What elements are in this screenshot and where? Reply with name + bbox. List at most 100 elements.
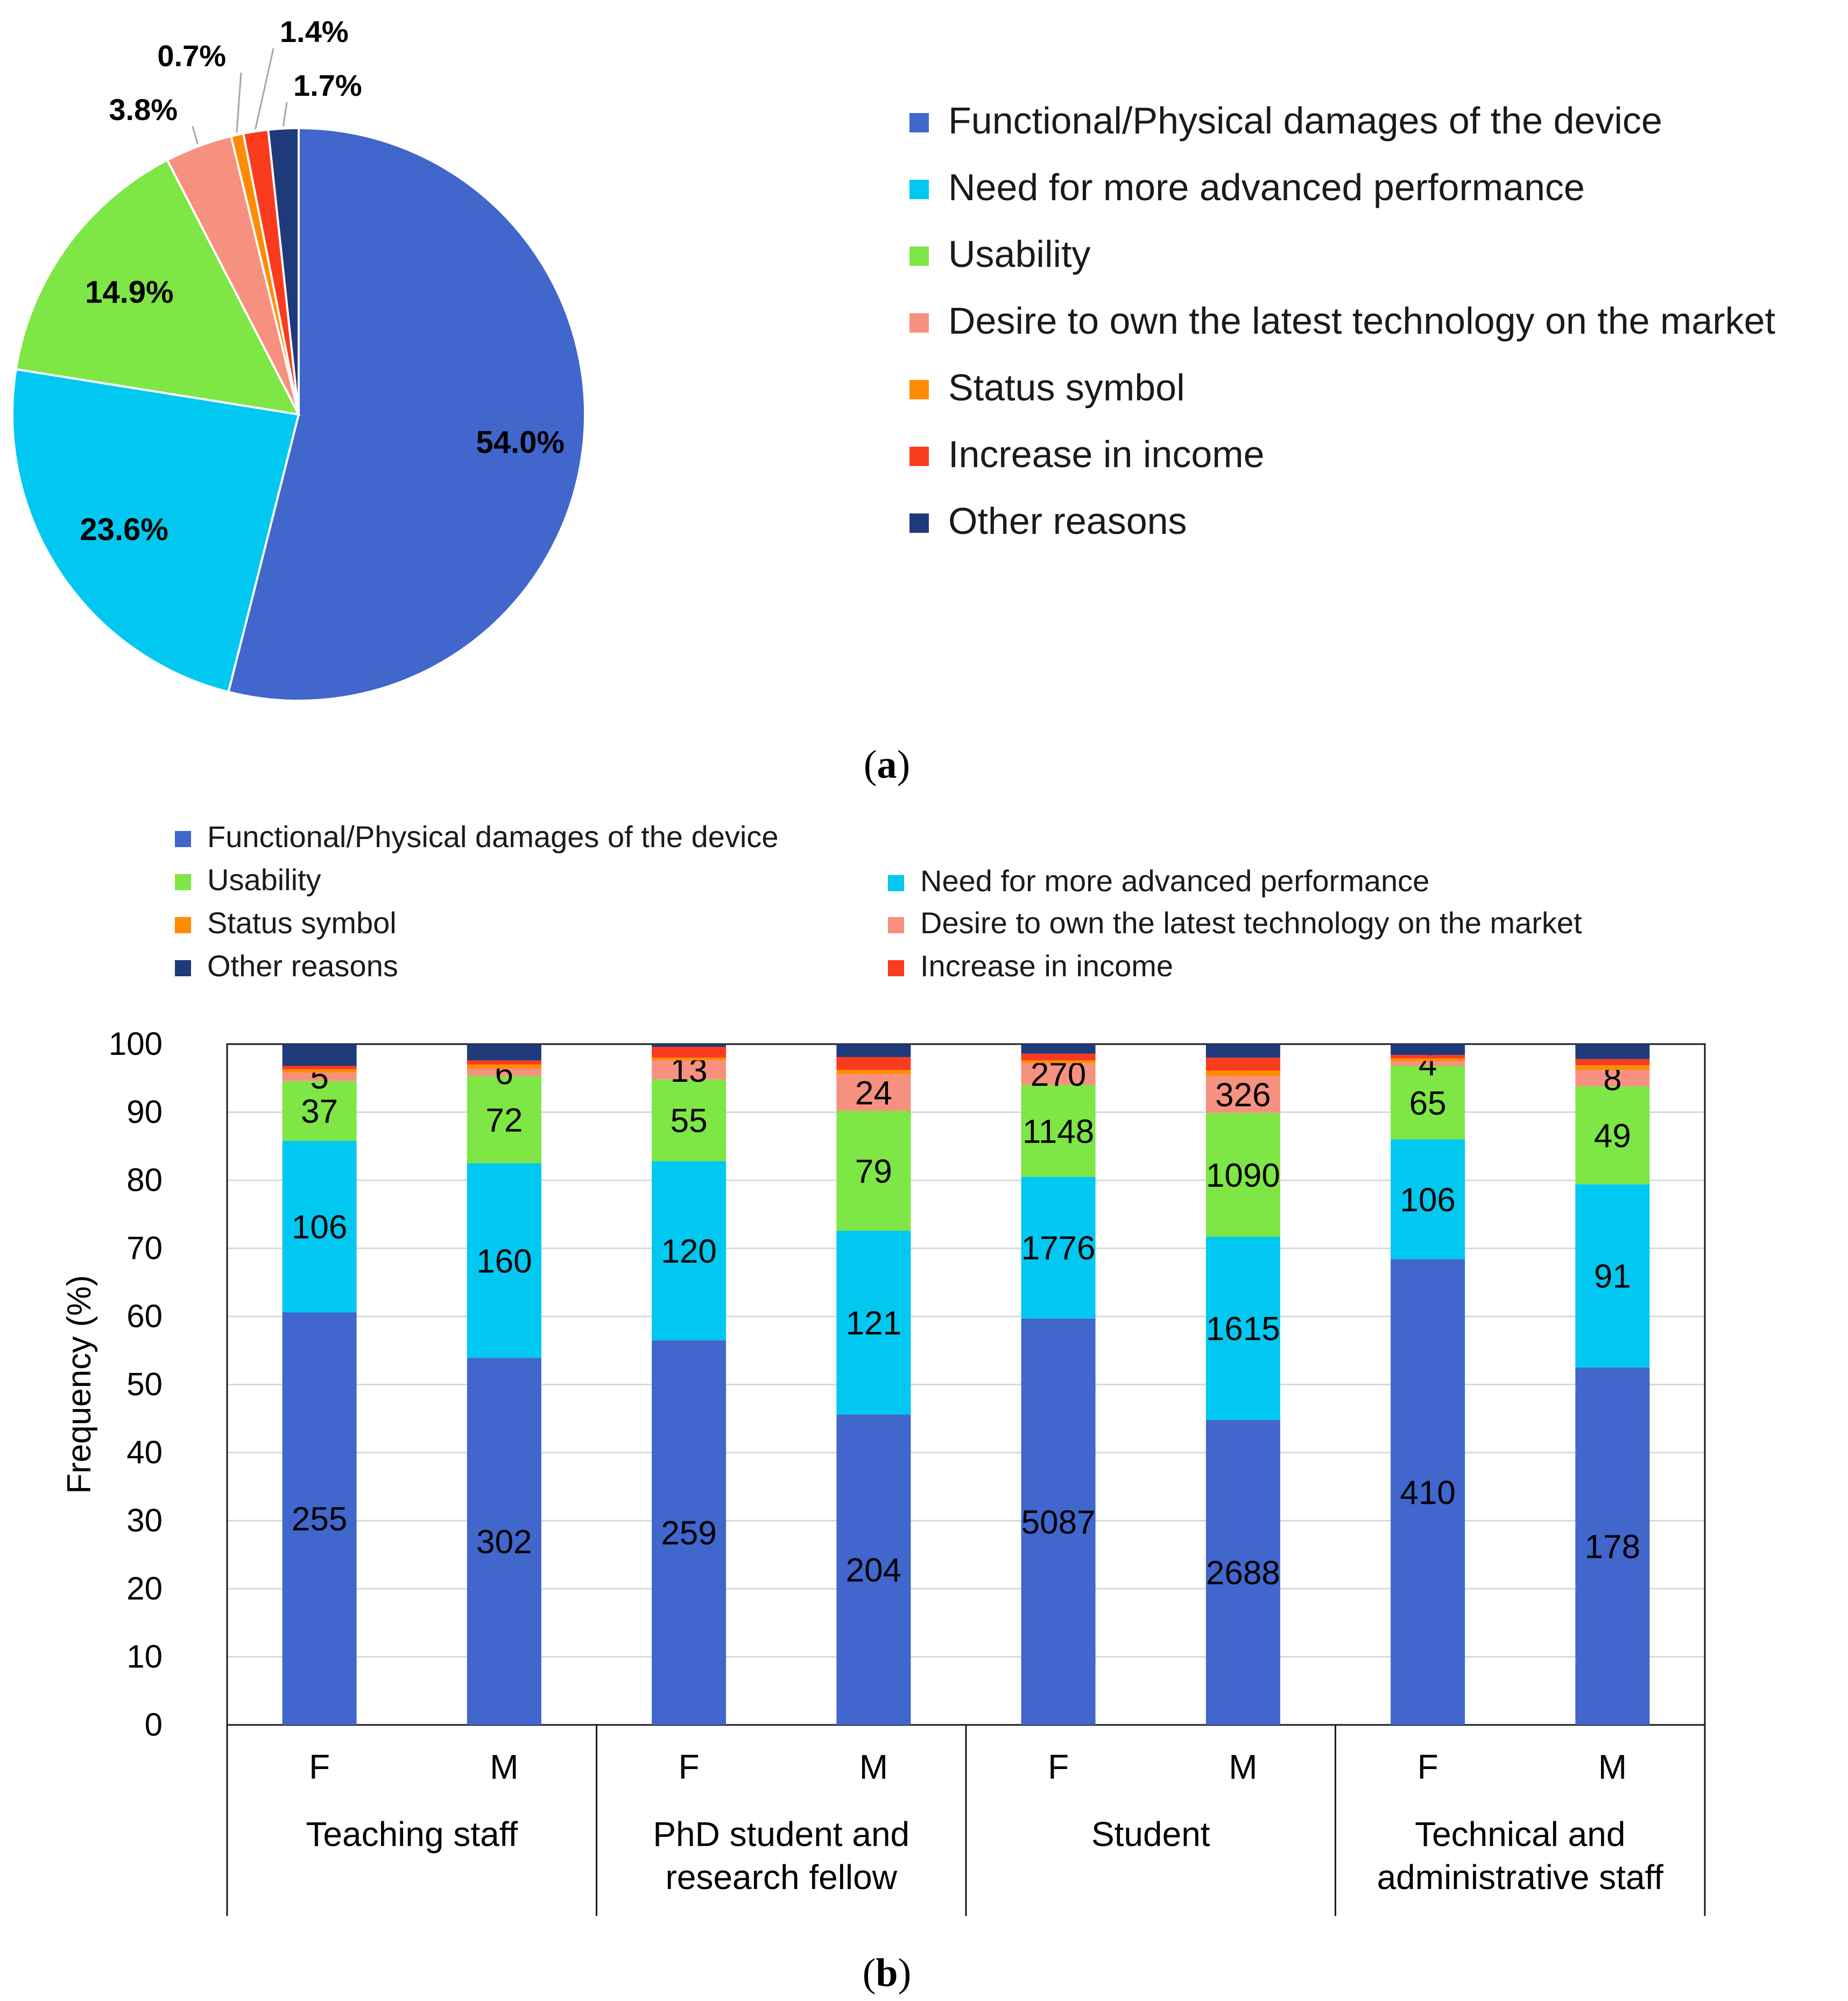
pie-legend-swatch <box>909 113 929 132</box>
pie-slice-label: 0.7% <box>157 39 226 73</box>
bar-segment <box>282 1073 357 1081</box>
y-tick-label: 50 <box>126 1366 163 1403</box>
bar-value-label: 72 <box>485 1102 523 1139</box>
bar-legend-label: Increase in income <box>920 949 1173 983</box>
bar-legend-label: Desire to own the latest technology on t… <box>920 906 1582 940</box>
bar-segment <box>1391 1061 1465 1066</box>
bar-legend-swatch <box>888 917 904 933</box>
y-tick-label: 100 <box>109 1026 163 1062</box>
y-tick-label: 0 <box>145 1707 163 1743</box>
x-group-label: Technical and <box>1415 1815 1625 1854</box>
y-tick-label: 80 <box>126 1162 163 1198</box>
y-tick-label: 10 <box>126 1639 163 1675</box>
bar-segment <box>282 1081 357 1141</box>
bar-segment <box>1021 1053 1096 1061</box>
bar-segment <box>282 1069 357 1073</box>
y-tick-label: 20 <box>126 1570 163 1607</box>
y-tick-label: 30 <box>126 1503 163 1539</box>
pie-slice-3 <box>15 158 301 416</box>
bar-segment <box>652 1047 726 1058</box>
bar-segment <box>836 1074 911 1111</box>
bar-segment <box>1391 1055 1465 1059</box>
bar-segment <box>1205 1044 1280 1058</box>
pie-legend-swatch <box>909 380 929 399</box>
bar-value-label: 2688 <box>1206 1555 1280 1592</box>
bar-value-label: 37 <box>301 1093 338 1130</box>
bar-value-label: 178 <box>1585 1528 1640 1566</box>
bar-value-label: 121 <box>846 1305 901 1342</box>
bar-segment <box>282 1066 357 1069</box>
bar-segment <box>467 1076 541 1164</box>
bar-value-label: 24 <box>855 1075 892 1112</box>
bar-segment <box>1021 1044 1096 1054</box>
stacked-bar-chart-panel-b: 0 10 20 30 40 50 60 70 80 90 100 Frequency (%) 255 10… <box>61 1026 1706 1916</box>
bar-segment <box>282 1140 357 1313</box>
bar-segment <box>1021 1063 1096 1085</box>
bar-segment <box>1205 1058 1280 1071</box>
bar-segment <box>1205 1236 1280 1420</box>
pie-legend: Functional/Physical damages of the devic… <box>909 100 1775 542</box>
bar-segment <box>836 1110 911 1231</box>
panel-labels: (a) (b) <box>863 743 911 1995</box>
bar-segment <box>1575 1086 1650 1185</box>
y-tick-label: 40 <box>126 1434 163 1470</box>
bar-segment <box>1575 1044 1650 1059</box>
x-group-label: Teaching staff <box>306 1815 518 1854</box>
bar-segment <box>1575 1065 1650 1070</box>
pie-legend-label: Usability <box>948 233 1091 275</box>
bar-value-label: 326 <box>1215 1077 1271 1114</box>
bar-segment <box>1021 1318 1096 1725</box>
bar-segment <box>1021 1176 1096 1319</box>
x-group-label: research fellow <box>666 1858 898 1897</box>
bar-segment <box>836 1230 911 1415</box>
pie-slice-label: 23.6% <box>80 512 168 547</box>
x-gender-label: F <box>679 1748 700 1786</box>
bar-value-label: 160 <box>476 1243 532 1280</box>
bar-segment <box>836 1070 911 1074</box>
x-group-label: administrative staff <box>1377 1858 1664 1897</box>
bar-value-label: 1615 <box>1206 1310 1280 1348</box>
bar-legend-swatch <box>175 831 191 847</box>
y-tick-label: 70 <box>126 1230 163 1266</box>
pie-slice-2 <box>11 368 300 694</box>
pie-legend-swatch <box>909 246 929 266</box>
pie-leader-line <box>192 126 199 145</box>
y-axis-label: Frequency (%) <box>61 1275 98 1494</box>
bar-segment <box>652 1058 726 1061</box>
pie-legend-label: Increase in income <box>948 433 1265 475</box>
bar-segment <box>282 1312 357 1725</box>
x-gender-label: F <box>1048 1748 1069 1786</box>
pie-legend-label: Status symbol <box>948 367 1185 408</box>
bar-segment <box>1391 1259 1465 1725</box>
pie-slice-label: 1.4% <box>280 15 349 48</box>
bar-value-label: 204 <box>846 1552 901 1589</box>
pie-chart-panel-a: 54.0% 23.6% 14.9% 3.8% 0.7% 1.4% 1.7% <box>11 15 586 702</box>
bar-value-label: 106 <box>292 1209 347 1246</box>
bar-value-label: 91 <box>1594 1258 1631 1295</box>
pie-slice-label: 3.8% <box>109 93 178 126</box>
bar-value-label: 106 <box>1400 1181 1455 1218</box>
bar-legend-label: Functional/Physical damages of the devic… <box>207 820 778 854</box>
pie-leader-line <box>255 48 274 130</box>
x-group-label: PhD student and <box>653 1815 909 1854</box>
bar-value-label: 410 <box>1400 1474 1455 1511</box>
bar-value-label: 1776 <box>1021 1230 1096 1267</box>
panel-label-a: (a) <box>864 743 910 787</box>
bar-segment <box>652 1044 726 1047</box>
pie-slice-label: 14.9% <box>85 274 173 309</box>
bar-legend-swatch <box>888 960 904 976</box>
panel-label-b: (b) <box>863 1951 911 1995</box>
bar-chart-legend: Functional/Physical damages of the devic… <box>175 820 1582 983</box>
pie-legend-swatch <box>909 313 929 333</box>
bar-legend-swatch <box>175 960 191 976</box>
bar-segment <box>1391 1058 1465 1061</box>
x-gender-label: M <box>859 1748 888 1786</box>
y-tick-label: 90 <box>126 1094 163 1130</box>
bar-value-label: 55 <box>671 1103 708 1140</box>
bar-segment <box>652 1079 726 1161</box>
bar-value-label: 259 <box>661 1515 716 1552</box>
bar-segment <box>1575 1070 1650 1087</box>
bar-value-label: 1148 <box>1022 1113 1094 1150</box>
bar-segment <box>1575 1059 1650 1066</box>
